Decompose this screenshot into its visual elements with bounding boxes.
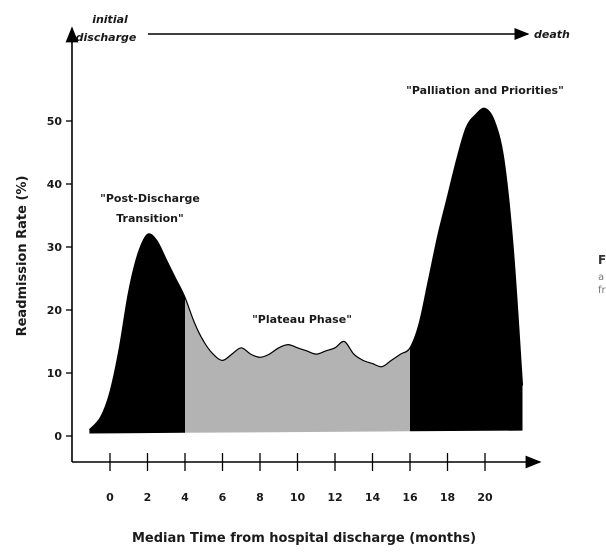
palliation-area [410, 108, 523, 432]
y-axis-label: Readmission Rate (%) [15, 176, 30, 337]
y-tick-label: 30 [47, 241, 63, 254]
y-tick-label: 20 [47, 304, 63, 317]
x-tick-label: 0 [106, 491, 114, 504]
post-discharge-area [89, 233, 185, 434]
plateau-area [185, 297, 410, 433]
side-text-line1: F [598, 253, 606, 267]
y-tick-label: 40 [47, 178, 63, 191]
x-axis-label: Median Time from hospital discharge (mon… [132, 531, 476, 546]
phase-label-palliation: "Palliation and Priorities" [406, 84, 564, 97]
x-tick-label: 10 [290, 491, 306, 504]
x-tick-label: 8 [256, 491, 264, 504]
x-tick-label: 14 [365, 491, 381, 504]
y-tick-label: 50 [47, 115, 63, 128]
x-tick-label: 16 [402, 491, 418, 504]
timeline-start-label-line2: discharge [76, 31, 137, 44]
readmission-curve [88, 107, 524, 431]
phase-label-plateau: "Plateau Phase" [252, 313, 352, 326]
y-tick-label: 0 [54, 430, 62, 443]
x-tick-label: 6 [219, 491, 227, 504]
timeline-end-label: death [534, 28, 570, 41]
x-tick-label: 18 [440, 491, 455, 504]
side-text-line2: a [598, 272, 604, 283]
x-axis-ticks: 0 2 4 6 8 10 12 14 16 18 20 [106, 453, 493, 504]
x-tick-label: 12 [327, 491, 342, 504]
x-tick-label: 2 [144, 491, 152, 504]
side-text-line3: fr [598, 285, 606, 296]
timeline-start-label-line1: initial [92, 13, 128, 26]
phase-label-post-discharge-line1: "Post-Discharge [100, 192, 200, 205]
y-axis-ticks: 0 10 20 30 40 50 [47, 115, 72, 443]
x-tick-label: 20 [477, 491, 493, 504]
x-tick-label: 4 [181, 491, 189, 504]
phase-label-post-discharge-line2: Transition" [116, 212, 183, 225]
y-tick-label: 10 [47, 367, 63, 380]
